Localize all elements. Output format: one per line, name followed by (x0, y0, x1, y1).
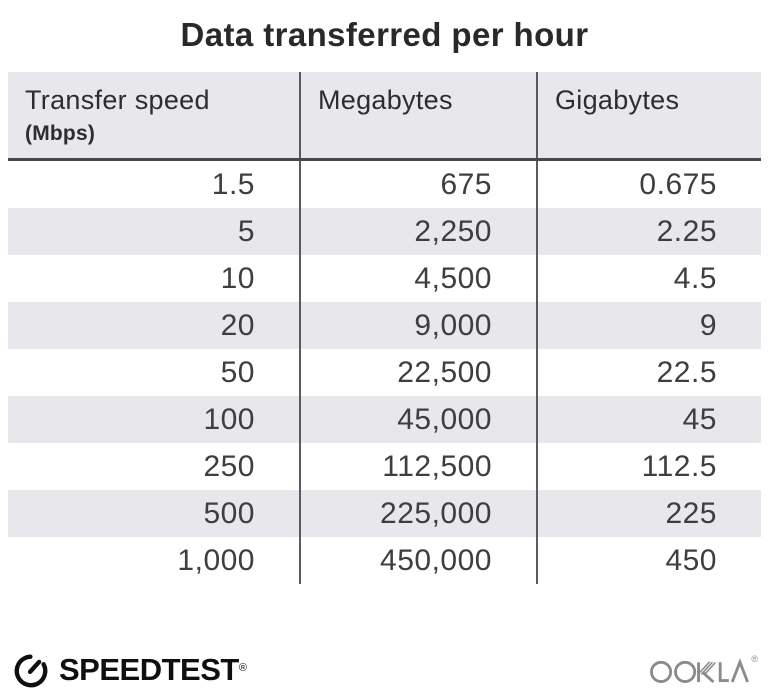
table-row: 10 4,500 4.5 (8, 255, 761, 302)
header-megabytes: Megabytes (301, 72, 538, 158)
header-transfer-speed-label: Transfer speed (25, 85, 210, 115)
cell-megabytes: 22,500 (301, 349, 538, 396)
table-row: 500 225,000 225 (8, 490, 761, 537)
speedtest-logo: SPEEDTEST® (12, 651, 247, 689)
speedtest-registered-mark: ® (238, 662, 247, 674)
cell-megabytes: 675 (301, 161, 538, 208)
cell-gigabytes: 225 (665, 497, 717, 530)
cell-gigabytes: 2.25 (656, 215, 717, 248)
speedtest-wordmark-text: SPEEDTEST (59, 652, 239, 687)
table-row: 1,000 450,000 450 (8, 537, 761, 584)
table-row: 250 112,500 112.5 (8, 443, 761, 490)
ookla-registered-mark: ® (751, 654, 758, 664)
cell-transfer-speed: 1.5 (8, 161, 301, 208)
cell-megabytes: 2,250 (301, 208, 538, 255)
header-transfer-speed: Transfer speed (Mbps) (8, 72, 301, 158)
table-row: 20 9,000 9 (8, 302, 761, 349)
cell-transfer-speed: 250 (8, 443, 301, 490)
cell-gigabytes: 9 (699, 309, 717, 342)
cell-gigabytes: 0.675 (639, 168, 717, 201)
cell-transfer-speed: 50 (8, 349, 301, 396)
cell-transfer-speed: 10 (8, 255, 301, 302)
header-megabytes-label: Megabytes (318, 85, 453, 115)
cell-transfer-speed: 1,000 (8, 537, 301, 584)
cell-gigabytes: 45 (682, 403, 717, 436)
header-gigabytes: Gigabytes (538, 72, 761, 158)
cell-gigabytes: 22.5 (656, 356, 717, 389)
table-row: 5 2,250 2.25 (8, 208, 761, 255)
speedtest-gauge-icon (14, 654, 48, 688)
cell-megabytes: 4,500 (301, 255, 538, 302)
cell-megabytes: 9,000 (301, 302, 538, 349)
data-table: Transfer speed (Mbps) Megabytes Gigabyte… (8, 72, 761, 584)
speedtest-wordmark: SPEEDTEST® (59, 651, 247, 689)
cell-megabytes: 450,000 (301, 537, 538, 584)
cell-transfer-speed: 5 (8, 208, 301, 255)
table-row: 50 22,500 22.5 (8, 349, 761, 396)
table-row: 1.5 675 0.675 (8, 161, 761, 208)
ookla-logo: ® (650, 654, 758, 685)
header-transfer-speed-unit: (Mbps) (25, 122, 96, 145)
cell-transfer-speed: 100 (8, 396, 301, 443)
cell-gigabytes: 450 (665, 544, 717, 577)
footer: SPEEDTEST® ® (0, 648, 769, 692)
cell-transfer-speed: 20 (8, 302, 301, 349)
cell-megabytes: 225,000 (301, 490, 538, 537)
page-title: Data transferred per hour (180, 16, 589, 53)
ookla-wordmark-icon (650, 658, 750, 684)
cell-transfer-speed: 500 (8, 490, 301, 537)
cell-megabytes: 112,500 (301, 443, 538, 490)
cell-gigabytes: 112.5 (641, 450, 717, 483)
table-body: 1.5 675 0.675 5 2,250 2.25 10 4,500 4.5 20 9,000 9 5… (8, 161, 761, 584)
table-header-row: Transfer speed (Mbps) Megabytes Gigabyte… (8, 72, 761, 161)
table-row: 100 45,000 45 (8, 396, 761, 443)
header-gigabytes-label: Gigabytes (555, 85, 680, 115)
cell-gigabytes: 4.5 (673, 262, 717, 295)
cell-megabytes: 45,000 (301, 396, 538, 443)
